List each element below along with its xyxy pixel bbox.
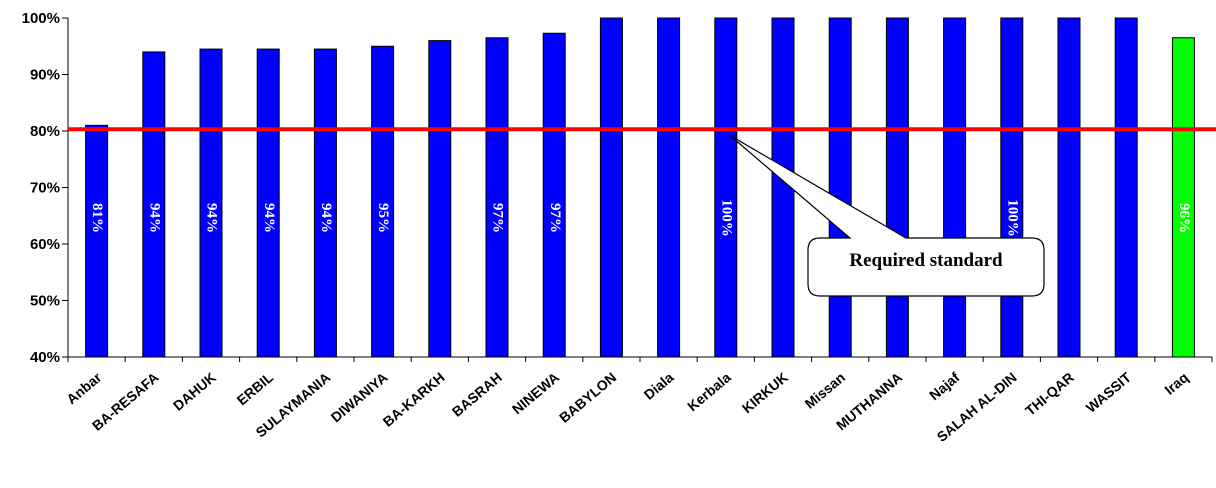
data-label: 94%: [318, 203, 334, 233]
y-tick-label: 60%: [30, 236, 60, 253]
bar: [485, 37, 509, 358]
callout-label: Required standard: [849, 250, 1003, 271]
y-tick-label: 80%: [30, 123, 60, 140]
bar: [1114, 17, 1138, 358]
data-label: 95%: [375, 203, 391, 233]
y-tick-label: 100%: [22, 10, 60, 27]
x-tick-label: Kerbala: [684, 369, 734, 414]
x-tick-label: DAHUK: [170, 369, 219, 414]
bar: [828, 17, 852, 358]
x-tick-label: BASRAH: [449, 369, 505, 420]
x-tick-label: Najaf: [926, 369, 963, 403]
bar: [1000, 17, 1024, 358]
bar: [599, 17, 623, 358]
bar: [428, 40, 452, 358]
callout-box: [729, 134, 1045, 297]
y-tick-label: 70%: [30, 180, 60, 197]
data-label: 94%: [204, 203, 220, 233]
y-tick-label: 50%: [30, 293, 60, 310]
x-tick-label: Missan: [801, 369, 848, 412]
y-tick-label: 40%: [30, 349, 60, 366]
x-tick-label: NINEWA: [509, 369, 562, 417]
bar: [885, 17, 909, 358]
x-tick-label: WASSIT: [1083, 369, 1135, 416]
x-tick-label: Diala: [641, 369, 677, 403]
x-tick-label: KIRKUK: [739, 369, 791, 416]
x-tick-label: ERBIL: [234, 369, 277, 409]
x-tick-label: BABYLON: [556, 369, 619, 426]
bar: [1171, 37, 1195, 358]
x-tick-label: Anbar: [63, 369, 105, 408]
data-label: 96%: [1176, 203, 1192, 233]
bar: [85, 124, 109, 358]
x-tick-label: Iraq: [1161, 369, 1191, 398]
data-label: 94%: [146, 203, 162, 233]
bar: [371, 45, 395, 358]
bar: [1057, 17, 1081, 358]
data-label: 81%: [89, 203, 105, 233]
data-label: 94%: [261, 203, 277, 233]
data-label: 97%: [490, 203, 506, 233]
y-tick-label: 90%: [30, 67, 60, 84]
x-tick-label: THI-QAR: [1022, 369, 1077, 419]
data-label: 100%: [718, 199, 734, 237]
x-tick-label: BA-KARKH: [380, 369, 448, 430]
bar: [657, 17, 681, 358]
bar: [714, 17, 738, 358]
data-label: 97%: [547, 203, 563, 233]
bar: [542, 32, 566, 358]
bar: [943, 17, 967, 358]
data-label: 100%: [1004, 199, 1020, 237]
